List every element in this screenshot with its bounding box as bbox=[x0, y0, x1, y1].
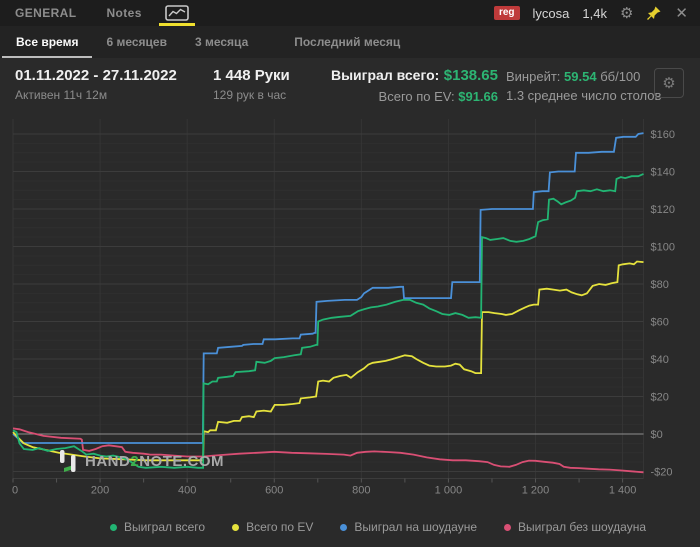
legend-label: Всего по EV bbox=[246, 520, 314, 534]
legend: Выиграл всего Всего по EV Выиграл на шоуда… bbox=[28, 520, 700, 534]
chart-line-icon bbox=[165, 5, 189, 21]
x-axis-label: 200 bbox=[91, 485, 109, 497]
close-icon[interactable]: ✕ bbox=[675, 4, 688, 22]
hands-per-hour: 129 рук в час bbox=[213, 88, 287, 102]
x-axis-label: 800 bbox=[352, 485, 370, 497]
hand2note-logo-icon bbox=[60, 450, 76, 473]
x-axis-label: 1 200 bbox=[522, 485, 550, 497]
active-time: Активен 11ч 12м bbox=[15, 88, 108, 102]
legend-label: Выиграл на шоудауне bbox=[354, 520, 478, 534]
series-line-ev-total bbox=[12, 260, 644, 462]
x-axis-label: 1 000 bbox=[435, 485, 463, 497]
player-type-badge[interactable]: reg bbox=[493, 6, 520, 20]
y-axis-label: $0 bbox=[651, 429, 663, 441]
legend-item-won-showdown[interactable]: Выиграл на шоудауне bbox=[340, 520, 477, 534]
period-tab-label: Последний месяц bbox=[294, 35, 401, 49]
period-tab-label: 3 месяца bbox=[194, 35, 249, 49]
titlebar-right-controls: reg lycosa 1,4k ⚙ ✕ bbox=[493, 4, 700, 22]
period-tab-6-months[interactable]: 6 месяцев bbox=[92, 26, 181, 58]
won-total-value: $138.65 bbox=[443, 67, 498, 84]
y-axis-label: -$20 bbox=[651, 467, 673, 479]
series-line-won-showdown bbox=[12, 132, 644, 444]
period-tabs-bar: Все время 6 месяцев 3 месяца Последний м… bbox=[0, 26, 700, 58]
active-tab-underline bbox=[158, 23, 195, 26]
player-name: lycosa bbox=[532, 5, 570, 21]
period-tab-label: 6 месяцев bbox=[106, 35, 167, 49]
legend-label: Выиграл всего bbox=[123, 520, 206, 534]
ev-label: Всего по EV: bbox=[378, 89, 455, 104]
legend-dot bbox=[504, 523, 512, 531]
period-tab-all-time[interactable]: Все время bbox=[2, 26, 93, 58]
x-axis-label: 1 400 bbox=[609, 485, 637, 497]
period-tab-label: Все время bbox=[16, 35, 79, 49]
hands-count: 1 448 Руки bbox=[213, 67, 290, 84]
gear-icon[interactable]: ⚙ bbox=[619, 4, 634, 22]
date-range: 01.11.2022 - 27.11.2022 bbox=[15, 67, 177, 84]
y-axis-label: $140 bbox=[651, 167, 675, 179]
active-period-underline bbox=[2, 56, 93, 58]
series-line-won-nonshowdown bbox=[12, 427, 644, 474]
pin-icon[interactable] bbox=[646, 5, 662, 21]
gear-icon: ⚙ bbox=[662, 74, 676, 92]
legend-dot bbox=[109, 523, 117, 531]
winrate-label: Винрейт: bbox=[506, 69, 561, 84]
legend-item-won-total[interactable]: Выиграл всего bbox=[109, 520, 206, 534]
legend-item-won-nonshowdown[interactable]: Выиграл без шоудауна bbox=[504, 520, 646, 534]
y-axis-label: $160 bbox=[651, 129, 675, 141]
legend-dot bbox=[340, 523, 348, 531]
watermark-text: HAND2NOTE.COM bbox=[85, 452, 225, 470]
tab-graph[interactable] bbox=[157, 0, 197, 26]
period-tab-3-months[interactable]: 3 месяца bbox=[181, 26, 262, 58]
hand2note-watermark: HAND2NOTE.COM bbox=[58, 449, 224, 473]
chart-settings-button[interactable]: ⚙ bbox=[654, 68, 684, 98]
tab-notes[interactable]: Notes bbox=[106, 6, 142, 20]
x-axis-label: 600 bbox=[265, 485, 283, 497]
stats-summary-bar: 01.11.2022 - 27.11.2022 Активен 11ч 12м … bbox=[0, 58, 700, 115]
avg-tables: 1.3 среднее число столов bbox=[506, 88, 662, 103]
y-axis-label: $80 bbox=[651, 279, 669, 291]
ev-value: $91.66 bbox=[458, 89, 498, 104]
y-axis-label: $40 bbox=[651, 354, 669, 366]
winrate-value: 59.54 bbox=[564, 69, 597, 84]
x-axis-label: 0 bbox=[12, 485, 18, 497]
y-axis-label: $100 bbox=[651, 242, 675, 254]
legend-label: Выиграл без шоудауна bbox=[518, 520, 647, 534]
window-title-bar: GENERAL Notes reg lycosa 1,4k ⚙ ✕ bbox=[0, 0, 700, 26]
y-axis-label: $60 bbox=[651, 317, 669, 329]
period-tab-last-month[interactable]: Последний месяц bbox=[280, 26, 414, 58]
won-total-label: Выиграл всего: bbox=[330, 67, 440, 83]
winrate-unit: бб/100 bbox=[600, 69, 641, 84]
legend-item-ev-total[interactable]: Всего по EV bbox=[232, 520, 313, 534]
x-axis-label: 400 bbox=[178, 485, 196, 497]
player-hands-count: 1,4k bbox=[582, 5, 607, 21]
y-axis-label: $120 bbox=[651, 204, 675, 216]
legend-dot bbox=[232, 523, 240, 531]
tab-general[interactable]: GENERAL bbox=[15, 6, 77, 20]
y-axis-label: $20 bbox=[651, 392, 669, 404]
series-line-won-total bbox=[12, 173, 644, 469]
